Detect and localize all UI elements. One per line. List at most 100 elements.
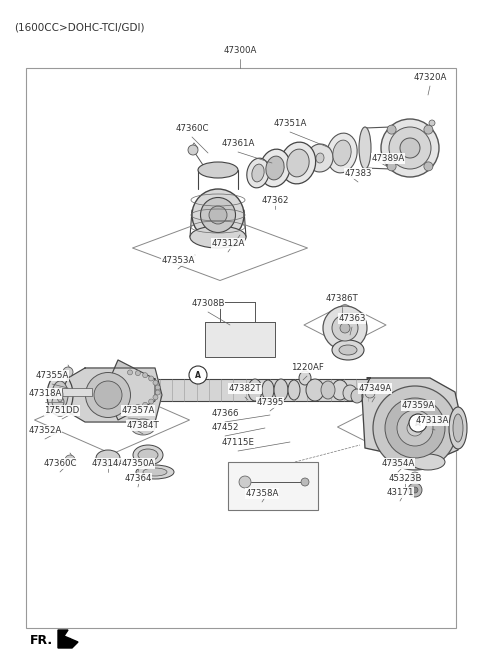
Ellipse shape (381, 119, 439, 177)
Polygon shape (362, 378, 460, 462)
Ellipse shape (333, 140, 351, 166)
Ellipse shape (248, 379, 262, 401)
Text: 47360C: 47360C (43, 459, 77, 468)
Text: 47350A: 47350A (121, 459, 155, 468)
Circle shape (135, 371, 140, 375)
Circle shape (155, 390, 160, 395)
Text: 47357A: 47357A (121, 406, 155, 415)
Text: 47452: 47452 (211, 423, 239, 432)
Circle shape (412, 487, 418, 493)
Bar (62, 388, 92, 396)
Circle shape (407, 420, 423, 436)
Circle shape (408, 483, 422, 497)
Circle shape (155, 385, 160, 390)
Ellipse shape (131, 419, 155, 435)
Circle shape (387, 162, 396, 171)
Ellipse shape (321, 381, 335, 399)
Ellipse shape (332, 380, 348, 400)
Text: 47384T: 47384T (127, 421, 159, 430)
Text: 47354A: 47354A (381, 459, 415, 468)
Text: 1220AF: 1220AF (290, 363, 324, 372)
Circle shape (424, 162, 433, 171)
Circle shape (409, 414, 427, 432)
Ellipse shape (280, 142, 316, 184)
Polygon shape (105, 360, 155, 420)
Text: 47355A: 47355A (36, 371, 69, 380)
Circle shape (149, 376, 154, 381)
Ellipse shape (57, 388, 63, 402)
Ellipse shape (143, 468, 167, 476)
Circle shape (52, 396, 64, 408)
Text: 47352A: 47352A (28, 426, 62, 435)
Text: 47382T: 47382T (228, 384, 262, 393)
Circle shape (429, 120, 435, 126)
Text: 43171: 43171 (386, 488, 414, 497)
Text: 47318A: 47318A (28, 389, 62, 398)
Ellipse shape (190, 226, 246, 248)
Circle shape (340, 323, 350, 333)
Circle shape (135, 404, 140, 409)
Text: 47308B: 47308B (191, 299, 225, 308)
Ellipse shape (327, 133, 357, 173)
Circle shape (424, 125, 433, 134)
Ellipse shape (133, 445, 163, 465)
Circle shape (387, 125, 396, 134)
Polygon shape (58, 630, 78, 648)
Text: 47366: 47366 (211, 409, 239, 418)
Text: 1751DD: 1751DD (44, 406, 80, 415)
Ellipse shape (389, 127, 431, 169)
Text: 47312A: 47312A (211, 239, 245, 248)
Circle shape (128, 370, 132, 375)
Ellipse shape (299, 371, 311, 385)
Ellipse shape (136, 465, 174, 479)
Ellipse shape (332, 340, 364, 360)
Ellipse shape (449, 407, 467, 449)
Circle shape (189, 366, 207, 384)
Ellipse shape (316, 153, 324, 163)
Circle shape (63, 367, 73, 377)
Text: 47320A: 47320A (413, 73, 447, 82)
Text: 47358A: 47358A (245, 489, 279, 498)
Ellipse shape (306, 379, 324, 401)
Ellipse shape (288, 380, 300, 400)
Text: 47360C: 47360C (175, 124, 209, 133)
Circle shape (128, 405, 132, 410)
Ellipse shape (359, 127, 371, 169)
Ellipse shape (52, 381, 68, 409)
Text: 47383: 47383 (344, 169, 372, 178)
Circle shape (365, 388, 375, 398)
Ellipse shape (411, 454, 445, 470)
Text: 47115E: 47115E (221, 438, 254, 447)
Circle shape (385, 398, 445, 458)
Circle shape (149, 399, 154, 404)
Text: 45323B: 45323B (388, 474, 422, 483)
Text: 47363: 47363 (338, 314, 366, 323)
Circle shape (153, 380, 158, 385)
Bar (155, 379, 375, 401)
Ellipse shape (287, 149, 309, 177)
Text: 47353A: 47353A (161, 256, 195, 265)
Text: 47386T: 47386T (325, 294, 359, 303)
Ellipse shape (47, 374, 73, 416)
Text: FR.: FR. (30, 633, 53, 647)
Ellipse shape (198, 162, 238, 178)
Circle shape (332, 315, 358, 341)
Text: 47313A: 47313A (415, 416, 449, 425)
Circle shape (373, 386, 457, 470)
Ellipse shape (266, 156, 284, 180)
Text: 47362: 47362 (261, 196, 289, 205)
Text: 47349A: 47349A (359, 384, 392, 393)
Text: A: A (415, 418, 421, 428)
Ellipse shape (94, 381, 122, 409)
Circle shape (323, 306, 367, 350)
Text: 47364: 47364 (124, 474, 152, 483)
Ellipse shape (339, 345, 357, 355)
Ellipse shape (400, 138, 420, 158)
Bar (205, 322, 275, 357)
Text: 47314A: 47314A (91, 459, 125, 468)
Text: 47361A: 47361A (221, 139, 255, 148)
Polygon shape (60, 368, 162, 422)
Text: A: A (195, 371, 201, 379)
Ellipse shape (260, 149, 290, 187)
Circle shape (397, 410, 433, 446)
